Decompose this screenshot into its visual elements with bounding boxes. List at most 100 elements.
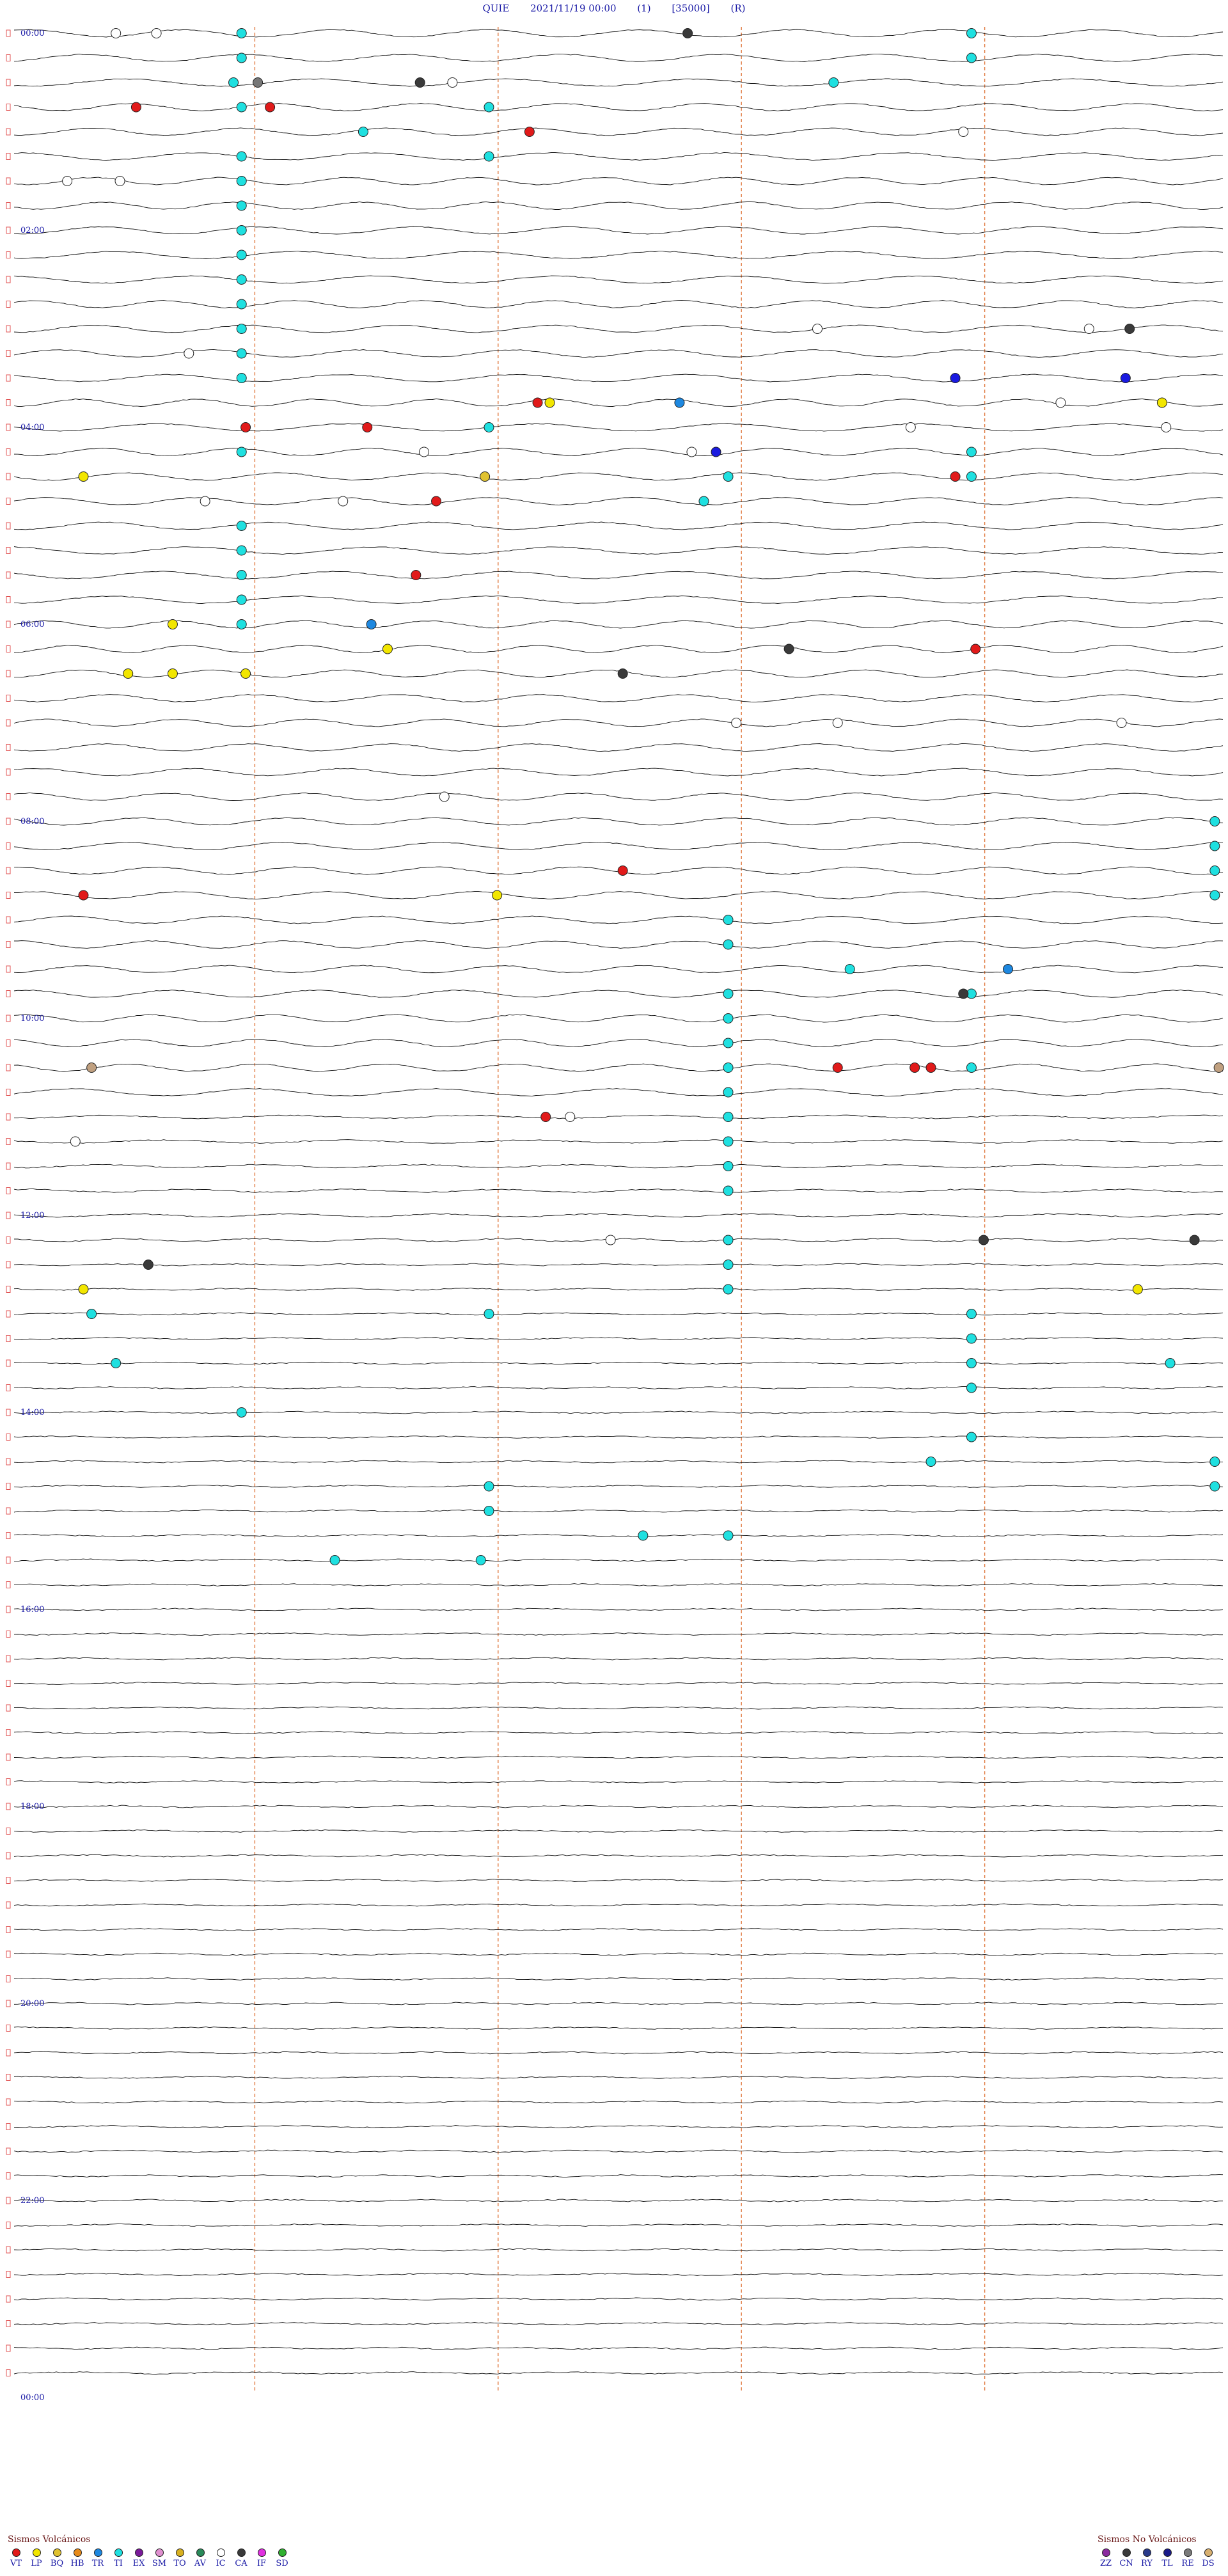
event-marker [1156, 397, 1167, 408]
legend-swatch [175, 2548, 184, 2557]
event-marker [723, 1185, 734, 1196]
event-marker [532, 397, 543, 408]
row-tick [6, 276, 11, 283]
event-marker [143, 1260, 154, 1270]
event-marker [1120, 373, 1131, 383]
event-marker [484, 102, 494, 113]
chart-header: QUIE 2021/11/19 00:00 (1) [35000] (R) [0, 0, 1228, 19]
event-marker [411, 570, 421, 580]
row-tick [6, 79, 11, 86]
station-label: QUIE [482, 3, 510, 14]
hour-label: 00:00 [20, 29, 44, 38]
event-marker [905, 422, 916, 432]
event-marker [265, 102, 276, 113]
legend-item: AV [192, 2548, 209, 2568]
row-tick [6, 1778, 11, 1785]
trace-line [14, 940, 1224, 949]
legend-label: CA [235, 2559, 248, 2568]
trace-line [13, 571, 1224, 580]
trace-line [13, 2248, 1224, 2252]
trace-line [13, 2273, 1224, 2276]
trace-line [13, 1386, 1224, 1389]
row-tick [6, 128, 11, 136]
event-marker [1213, 1063, 1224, 1073]
trace-line [13, 1829, 1224, 1833]
hour-label: 00:00 [20, 2393, 44, 2403]
row-tick [6, 522, 11, 530]
legend-label: IF [256, 2559, 267, 2568]
event-marker [236, 28, 247, 38]
event-marker [723, 1260, 734, 1270]
trace-line [13, 645, 1224, 653]
legend-item: SM [151, 2548, 168, 2568]
event-marker [338, 496, 349, 507]
event-marker [966, 1333, 977, 1344]
trace-line [13, 1780, 1224, 1783]
trace-line [13, 1014, 1224, 1023]
legend-swatch [196, 2548, 205, 2557]
event-marker [524, 127, 535, 137]
legend-label: AV [194, 2559, 207, 2568]
trace-line [13, 29, 1224, 38]
event-marker [1189, 1235, 1200, 1245]
row-tick [6, 1852, 11, 1860]
trace-line [13, 349, 1224, 358]
event-marker [439, 791, 450, 802]
event-marker [540, 1112, 551, 1122]
legend-label: HB [70, 2559, 84, 2568]
event-marker [236, 373, 247, 383]
trace-line [13, 1509, 1224, 1513]
legend-swatch [1101, 2548, 1110, 2557]
event-marker [111, 28, 122, 38]
event-marker [236, 545, 247, 556]
legend-item: VT [8, 2548, 24, 2568]
hour-label: 02:00 [20, 226, 44, 235]
event-marker [236, 348, 247, 359]
row-tick [6, 867, 11, 874]
event-marker [1209, 865, 1220, 876]
event-marker [414, 77, 425, 88]
trace-line [13, 521, 1224, 530]
trace-line [13, 2297, 1224, 2301]
trace-line [13, 472, 1224, 481]
event-marker [966, 28, 977, 38]
legend-label: ZZ [1099, 2559, 1112, 2568]
event-marker [682, 28, 693, 38]
event-marker [950, 471, 961, 482]
event-marker [950, 373, 961, 383]
trace-line [13, 2125, 1224, 2128]
event-marker [236, 570, 247, 580]
trace-line [13, 1952, 1224, 1956]
row-tick [6, 1877, 11, 1884]
event-marker [958, 988, 969, 999]
row-tick [6, 842, 11, 849]
event-marker [925, 1457, 936, 1467]
trace-line [13, 915, 1224, 924]
event-marker [329, 1555, 340, 1565]
legend-label: TO [173, 2559, 186, 2568]
row-tick [6, 2320, 11, 2327]
row-tick [6, 2172, 11, 2179]
row-tick [6, 1950, 11, 1958]
event-marker [236, 225, 247, 235]
hour-label: 14:00 [20, 1408, 44, 1418]
row-tick [6, 645, 11, 652]
row-tick [6, 1162, 11, 1170]
event-marker [447, 77, 458, 88]
event-marker [366, 619, 377, 629]
trace-line [13, 792, 1224, 802]
event-marker [909, 1063, 920, 1073]
trace-line [13, 1583, 1224, 1586]
scale-label: [35000] [672, 3, 710, 14]
event-marker [966, 1382, 977, 1393]
event-marker [236, 274, 247, 285]
row-tick [6, 818, 11, 825]
legend-item: LP [28, 2548, 45, 2568]
event-marker [484, 1481, 494, 1492]
trace-line [13, 1189, 1224, 1193]
event-marker [1165, 1358, 1176, 1368]
event-marker [62, 176, 73, 186]
legend-item: TI [110, 2548, 127, 2568]
trace-line [13, 1164, 1224, 1169]
row-tick [6, 2098, 11, 2106]
